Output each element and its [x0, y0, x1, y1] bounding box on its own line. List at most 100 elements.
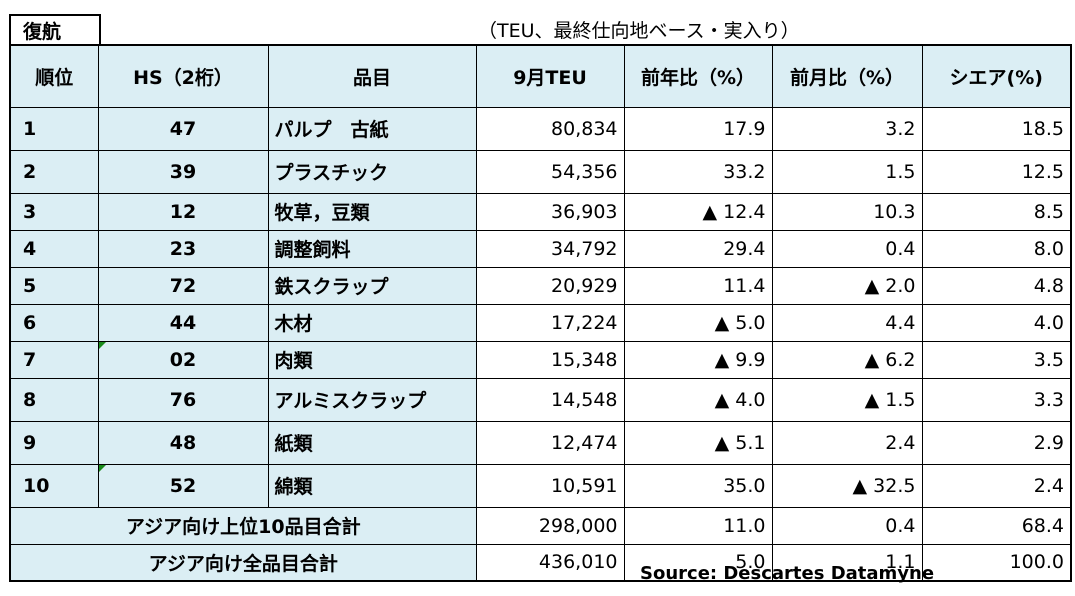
total-label: アジア向け全品目合計	[9, 543, 477, 582]
source-note: Source: Descartes Datamyne	[640, 563, 935, 584]
share-cell-text: 8.0	[1033, 237, 1064, 260]
share-cell-text: 2.9	[1033, 431, 1064, 454]
item-cell: 肉類	[267, 340, 477, 379]
mom-cell-text: ▲ 2.0	[864, 274, 916, 297]
yoy-cell: 33.2	[623, 149, 773, 194]
item-cell-text: 鉄スクラップ	[274, 276, 389, 298]
teu-cell-text: 10,591	[551, 474, 618, 497]
item-cell: 調整飼料	[267, 229, 477, 268]
rank-cell-text: 2	[23, 160, 37, 183]
hs-code-cell-text: 12	[169, 200, 197, 223]
rank-cell-text: 1	[23, 117, 37, 140]
unit-note: （TEU、最終仕向地ベース・実入り）	[478, 20, 800, 42]
teu-cell: 36,903	[475, 192, 625, 231]
header-row: 順位 HS（2桁） 品目 9月TEU 前年比（%） 前月比（%） シエア(%)	[9, 44, 1072, 108]
teu-cell: 12,474	[475, 420, 625, 465]
share-cell: 3.3	[921, 377, 1072, 422]
hs-code-cell-text: 76	[169, 388, 197, 411]
total-mom-cell: 1.1	[771, 543, 923, 582]
rank-cell-text: 3	[23, 200, 37, 223]
teu-cell-text: 15,348	[551, 348, 618, 371]
yoy-cell: ▲ 12.4	[623, 192, 773, 231]
rank-cell-text: 6	[23, 311, 37, 334]
teu-cell-text: 12,474	[551, 431, 618, 454]
share-cell-text: 12.5	[1021, 160, 1064, 183]
table-row: 9 48 紙類 12,474 ▲ 5.1 2.4 2.9	[9, 420, 1072, 465]
rank-cell: 5	[9, 266, 99, 305]
rank-cell: 4	[9, 229, 99, 268]
teu-cell-text: 34,792	[551, 237, 618, 260]
mom-cell-text: 10.3	[873, 200, 916, 223]
item-cell-text: 肉類	[274, 350, 313, 372]
item-cell-text: アルミスクラップ	[274, 390, 427, 412]
yoy-cell: ▲ 5.0	[623, 303, 773, 342]
item-cell-text: パルプ 古紙	[274, 119, 389, 141]
yoy-cell: 17.9	[623, 106, 773, 151]
share-cell: 4.0	[921, 303, 1072, 342]
hs-code-cell: 23	[97, 229, 269, 268]
yoy-cell-text: 17.9	[723, 117, 766, 140]
hs-code-cell: 76	[97, 377, 269, 422]
mom-cell-text: 3.2	[885, 117, 916, 140]
rank-cell-text: 10	[23, 474, 50, 497]
mom-cell-text: ▲ 6.2	[864, 348, 916, 371]
total-share-cell: 68.4	[921, 506, 1072, 545]
table-row: 1 47 パルプ 古紙 80,834 17.9 3.2 18.5	[9, 106, 1072, 151]
total-row: アジア向け全品目合計 436,010 5.0 1.1 100.0	[9, 543, 1072, 582]
hs-code-cell-text: 47	[169, 117, 197, 140]
teu-cell: 80,834	[475, 106, 625, 151]
item-cell: 木材	[267, 303, 477, 342]
hs-code-cell: 39	[97, 149, 269, 194]
share-cell-text: 3.3	[1033, 388, 1064, 411]
teu-cell: 14,548	[475, 377, 625, 422]
table-row: 2 39 プラスチック 54,356 33.2 1.5 12.5	[9, 149, 1072, 194]
header-hs: HS（2桁）	[97, 44, 269, 108]
yoy-cell: ▲ 5.1	[623, 420, 773, 465]
mom-cell: 1.5	[771, 149, 923, 194]
rank-cell: 3	[9, 192, 99, 231]
mom-cell-text: ▲ 32.5	[852, 474, 916, 497]
hs-code-cell: 52	[97, 463, 269, 508]
header-teu: 9月TEU	[475, 44, 625, 108]
rank-cell-text: 9	[23, 431, 37, 454]
total-row: アジア向け上位10品目合計 298,000 11.0 0.4 68.4	[9, 506, 1072, 545]
mom-cell-text: 1.5	[885, 160, 916, 183]
item-cell-text: 木材	[274, 313, 313, 335]
share-cell: 8.5	[921, 192, 1072, 231]
share-cell-text: 8.5	[1033, 200, 1064, 223]
teu-cell: 54,356	[475, 149, 625, 194]
cargo-ranking-table: 順位 HS（2桁） 品目 9月TEU 前年比（%） 前月比（%） シエア(%) …	[9, 44, 1072, 582]
share-cell: 2.9	[921, 420, 1072, 465]
yoy-cell: 11.4	[623, 266, 773, 305]
yoy-cell-text: 11.4	[723, 274, 766, 297]
yoy-cell-text: 33.2	[723, 160, 766, 183]
mom-cell-text: 0.4	[885, 237, 916, 260]
teu-cell: 20,929	[475, 266, 625, 305]
yoy-cell: 29.4	[623, 229, 773, 268]
item-cell: 綿類	[267, 463, 477, 508]
mom-cell-text: 4.4	[885, 311, 916, 334]
item-cell-text: 紙類	[274, 433, 313, 455]
share-cell: 2.4	[921, 463, 1072, 508]
teu-cell: 10,591	[475, 463, 625, 508]
mom-cell: 0.4	[771, 229, 923, 268]
item-cell-text: 牧草，豆類	[274, 202, 370, 224]
total-teu-cell: 298,000	[475, 506, 625, 545]
mom-cell: 2.4	[771, 420, 923, 465]
hs-code-cell-text: 52	[169, 474, 197, 497]
yoy-cell-text: ▲ 5.1	[714, 431, 766, 454]
table-row: 4 23 調整飼料 34,792 29.4 0.4 8.0	[9, 229, 1072, 268]
share-cell: 8.0	[921, 229, 1072, 268]
rank-cell-text: 5	[23, 274, 37, 297]
yoy-cell-text: ▲ 4.0	[714, 388, 766, 411]
rank-cell: 7	[9, 340, 99, 379]
yoy-cell: ▲ 9.9	[623, 340, 773, 379]
item-cell: 牧草，豆類	[267, 192, 477, 231]
item-cell: アルミスクラップ	[267, 377, 477, 422]
hs-code-cell: 12	[97, 192, 269, 231]
table-row: 6 44 木材 17,224 ▲ 5.0 4.4 4.0	[9, 303, 1072, 342]
yoy-cell-text: ▲ 9.9	[714, 348, 766, 371]
share-cell: 4.8	[921, 266, 1072, 305]
total-yoy-cell: 11.0	[623, 506, 773, 545]
error-indicator-icon	[99, 342, 106, 349]
